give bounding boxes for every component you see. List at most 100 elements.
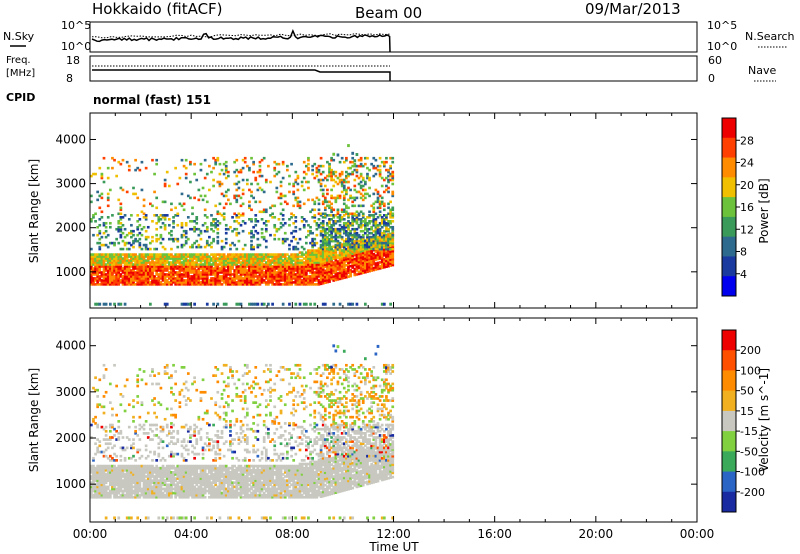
radar-cell: [342, 245, 346, 249]
radar-cell: [262, 265, 266, 268]
radar-cell: [235, 271, 239, 274]
radar-cell: [155, 415, 159, 419]
radar-cell: [353, 235, 357, 239]
radar-cell: [119, 446, 123, 450]
radar-cell: [345, 223, 348, 227]
radar-cell: [98, 206, 102, 210]
radar-cell: [178, 481, 182, 485]
radar-cell: [222, 261, 226, 264]
radar-cell: [136, 271, 140, 274]
radar-cell: [159, 269, 163, 272]
radar-cell: [273, 204, 277, 208]
radar-cell: [382, 241, 386, 245]
radar-cell: [237, 277, 241, 280]
radar-cell: [106, 257, 110, 260]
radar-cell: [130, 235, 133, 239]
radar-cell: [294, 225, 298, 229]
radar-cell: [176, 214, 180, 217]
radar-cell: [309, 281, 312, 284]
radar-cell: [258, 200, 262, 204]
radar-cell: [136, 464, 140, 468]
radar-cell: [319, 250, 323, 254]
radar-cell: [144, 448, 148, 452]
radar-cell: [186, 491, 190, 495]
radar-cell: [342, 218, 346, 221]
radar-cell: [184, 231, 188, 235]
radar-cell: [241, 253, 245, 256]
radar-cell: [323, 253, 327, 257]
radar-cell: [96, 233, 100, 237]
radar-cell: [201, 487, 205, 491]
radar-cell: [374, 246, 378, 249]
radar-cell: [96, 255, 100, 258]
radar-cell: [144, 269, 148, 272]
radar-cell: [366, 245, 369, 249]
radar-cell: [132, 263, 135, 266]
radar-cell: [180, 225, 184, 229]
radar-cell: [231, 277, 234, 280]
radar-cell: [366, 270, 369, 273]
radar-cell: [389, 166, 392, 170]
radar-cell: [374, 227, 378, 231]
radar-cell: [140, 491, 144, 495]
radar-cell: [250, 190, 253, 194]
radar-cell: [136, 491, 140, 495]
radar-cell: [326, 251, 329, 254]
radar-cell: [140, 466, 144, 470]
radar-cell: [237, 269, 241, 272]
radar-cell: [271, 212, 274, 216]
radar-cell: [159, 275, 163, 278]
radar-cell: [328, 241, 331, 245]
radar-cell: [326, 231, 329, 235]
radar-cell: [182, 491, 186, 495]
radar-cell: [359, 252, 363, 255]
radar-cell: [117, 438, 121, 441]
radar-cell: [144, 468, 148, 472]
radar-cell: [180, 265, 184, 268]
radar-cell: [90, 485, 93, 489]
radar-cell: [189, 466, 192, 470]
radar-cell: [121, 261, 125, 264]
radar-cell: [106, 265, 110, 268]
radar-cell: [119, 202, 123, 206]
radar-cell: [315, 255, 319, 258]
radar-cell: [370, 267, 374, 270]
radar-cell: [208, 273, 211, 276]
radar-cell: [317, 170, 321, 174]
radar-cell: [111, 407, 114, 411]
radar-cell: [264, 283, 268, 286]
radar-cell: [127, 283, 131, 286]
radar-cell: [201, 277, 205, 280]
radar-cell: [167, 267, 171, 270]
radar-cell: [176, 516, 180, 520]
radar-cell: [273, 261, 277, 264]
radar-cell: [170, 267, 173, 270]
radar-cell: [359, 254, 363, 257]
radar-cell: [243, 271, 247, 274]
radar-cell: [167, 473, 171, 476]
radar-cell: [216, 269, 220, 272]
radar-cell: [323, 214, 327, 217]
radar-cell: [96, 273, 100, 276]
radar-cell: [182, 281, 186, 284]
radar-cell: [355, 196, 359, 200]
radar-cell: [113, 255, 116, 258]
radar-cell: [108, 477, 112, 480]
radar-cell: [391, 160, 395, 164]
radar-cell: [355, 235, 359, 239]
radar-cell: [96, 487, 100, 491]
radar-cell: [197, 277, 201, 280]
radar-cell: [92, 481, 95, 485]
radar-cell: [193, 489, 196, 493]
radar-cell: [119, 186, 123, 190]
radar-cell: [161, 214, 165, 217]
radar-cell: [273, 166, 277, 170]
radar-cell: [127, 477, 131, 480]
radar-cell: [138, 275, 142, 278]
radar-cell: [142, 370, 146, 373]
radar-cell: [271, 261, 274, 264]
radar-cell: [317, 249, 321, 252]
radar-cell: [378, 237, 382, 240]
radar-cell: [125, 446, 129, 450]
radar-cell: [235, 227, 239, 231]
